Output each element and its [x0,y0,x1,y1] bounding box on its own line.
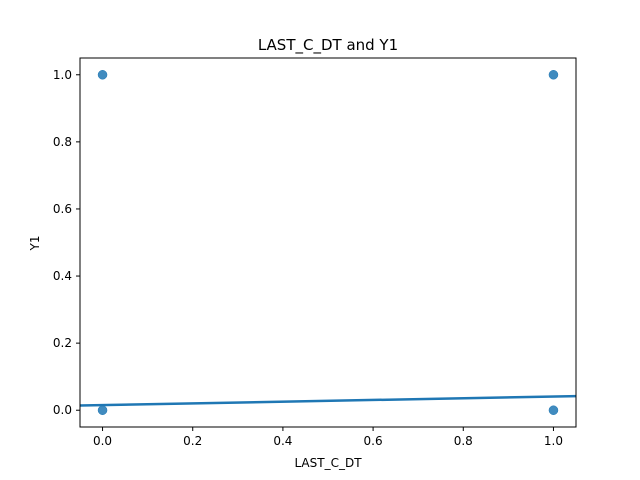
data-point [548,70,559,80]
y-tick-label: 0.0 [53,403,72,417]
y-tick-label: 0.4 [53,269,72,283]
x-tick-label: 0.8 [454,434,473,448]
y-axis: 0.0 0.2 0.4 0.6 0.8 1.0 [53,68,80,417]
plot-area [80,70,576,415]
x-tick-label: 0.0 [93,434,112,448]
x-tick-label: 0.4 [273,434,292,448]
y-tick-label: 0.6 [53,202,72,216]
x-axis-label: LAST_C_DT [294,456,362,470]
x-axis: 0.0 0.2 0.4 0.6 0.8 1.0 [93,427,563,448]
plot-frame [79,57,577,428]
y-axis-label: Y1 [28,236,42,252]
y-tick-label: 0.8 [53,135,72,149]
data-point [97,70,108,80]
regression-line [80,394,576,407]
chart-title: LAST_C_DT and Y1 [258,36,398,55]
y-tick-label: 1.0 [53,68,72,82]
y-tick-label: 0.2 [53,336,72,350]
data-point [548,405,559,415]
data-point [97,405,108,415]
x-tick-label: 0.6 [364,434,383,448]
x-tick-label: 1.0 [544,434,563,448]
x-tick-label: 0.2 [183,434,202,448]
